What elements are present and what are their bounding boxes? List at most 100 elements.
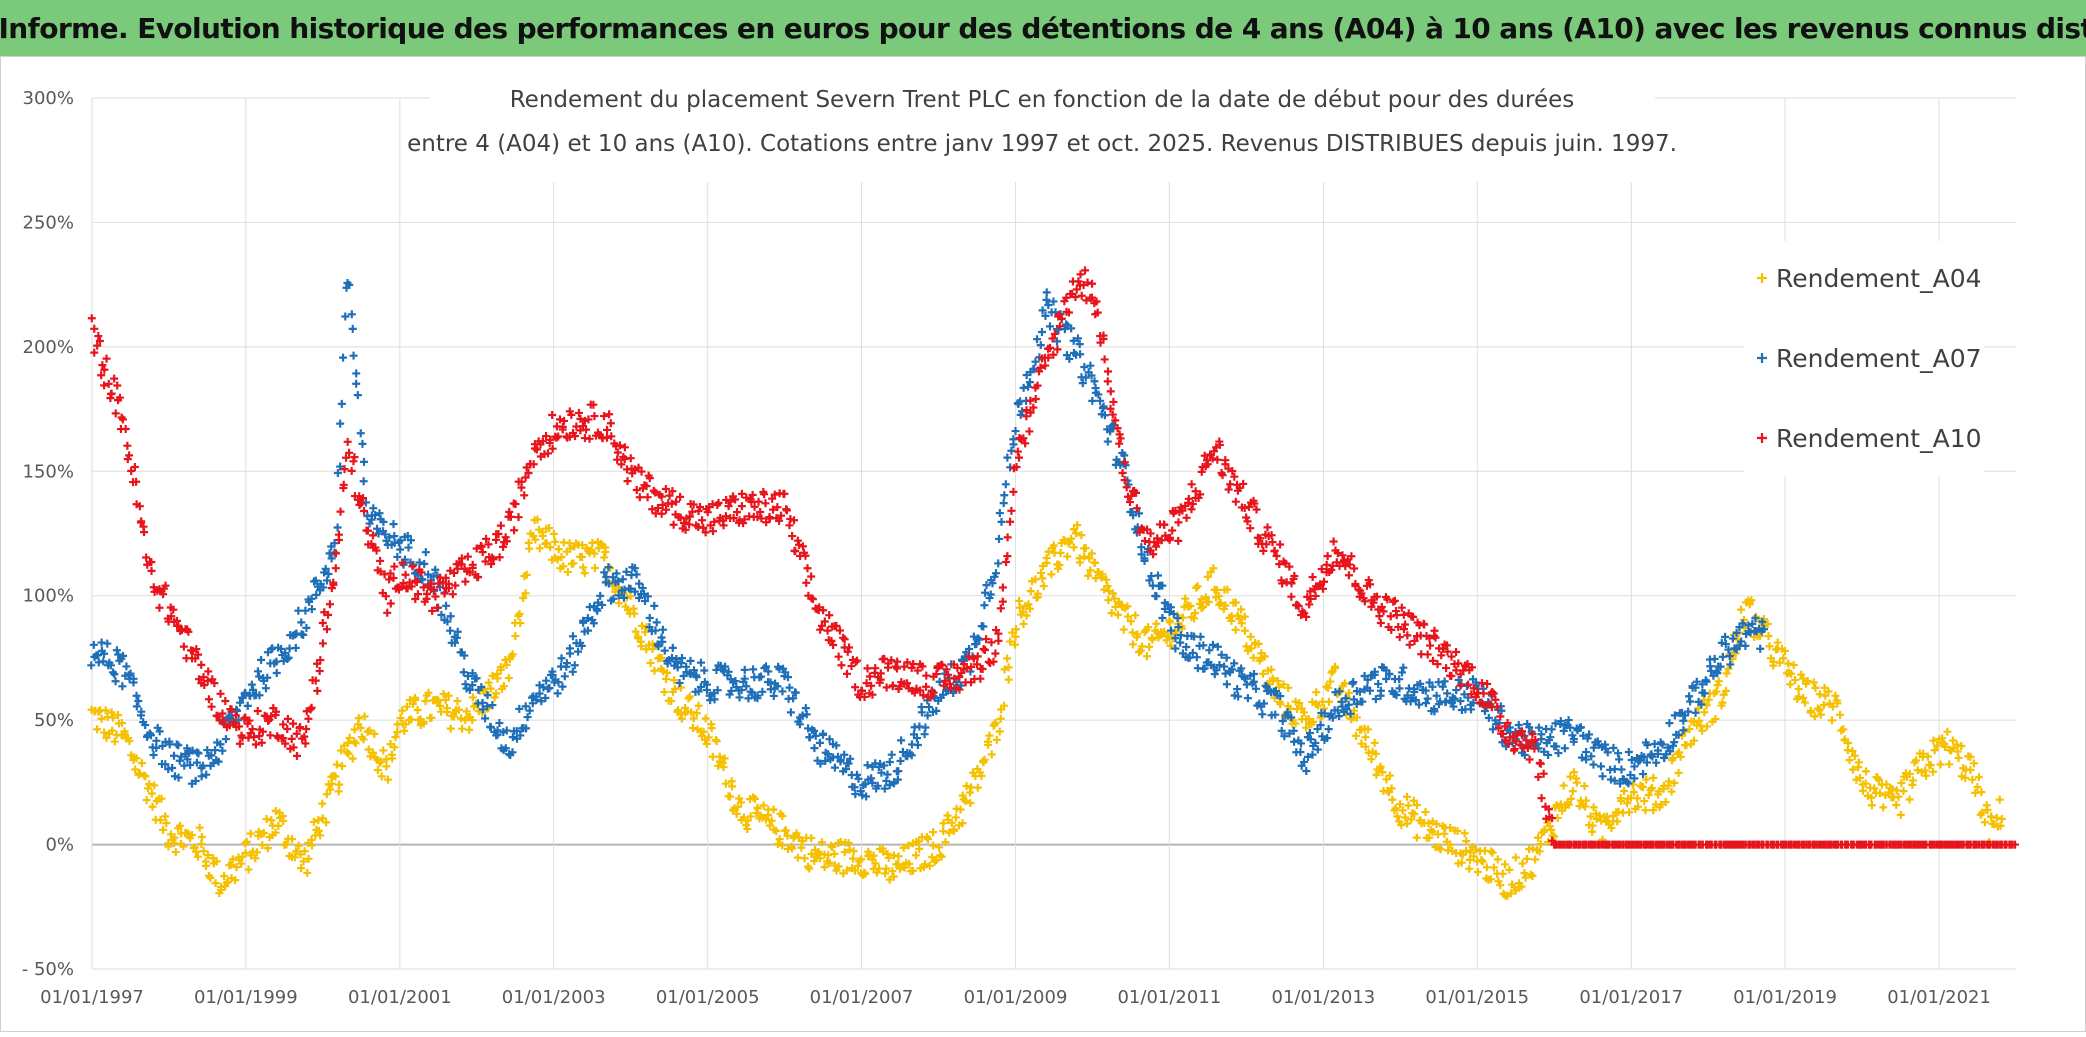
data-point <box>1433 660 1442 669</box>
data-point <box>1137 550 1146 559</box>
data-point <box>978 665 987 674</box>
data-point <box>765 821 774 830</box>
data-point <box>1509 732 1518 741</box>
data-point <box>1456 681 1465 690</box>
y-tick-label: 300% <box>23 88 74 109</box>
data-point <box>393 728 402 737</box>
data-point <box>122 662 131 671</box>
data-point <box>1736 605 1745 614</box>
data-point <box>1603 748 1612 757</box>
data-point <box>1002 557 1011 566</box>
data-point <box>1514 720 1523 729</box>
data-point <box>191 776 200 785</box>
data-point <box>147 557 156 566</box>
data-point <box>658 637 667 646</box>
data-point <box>699 523 708 532</box>
data-point <box>111 409 120 418</box>
data-point <box>516 731 525 740</box>
data-point <box>819 729 828 738</box>
data-point <box>356 723 365 732</box>
data-point <box>1319 584 1328 593</box>
data-point <box>299 630 308 639</box>
data-point <box>111 677 120 686</box>
data-point <box>1454 659 1463 668</box>
data-point <box>1874 776 1883 785</box>
data-point <box>376 556 385 565</box>
data-point <box>1145 576 1154 585</box>
data-point <box>732 809 741 818</box>
data-point <box>221 697 230 706</box>
data-point <box>1025 427 1034 436</box>
data-point <box>427 713 436 722</box>
data-point <box>583 614 592 623</box>
data-point <box>412 578 421 587</box>
data-point <box>488 701 497 710</box>
data-point <box>1423 650 1432 659</box>
data-point <box>1839 725 1848 734</box>
data-point <box>236 698 245 707</box>
data-point <box>845 845 854 854</box>
data-point <box>231 711 240 720</box>
data-point <box>1398 806 1407 815</box>
data-point <box>1627 756 1636 765</box>
data-point <box>1607 824 1616 833</box>
data-point <box>1022 406 1031 415</box>
data-point <box>523 713 532 722</box>
data-point <box>382 762 391 771</box>
data-point <box>206 873 215 882</box>
data-point <box>174 741 183 750</box>
data-point <box>1443 689 1452 698</box>
data-point <box>563 568 572 577</box>
data-point <box>815 854 824 863</box>
data-point <box>1123 602 1132 611</box>
data-point <box>1215 440 1224 449</box>
data-point <box>342 453 351 462</box>
data-point <box>243 701 252 710</box>
data-point <box>648 505 657 514</box>
data-point <box>582 425 591 434</box>
data-point <box>1103 377 1112 386</box>
data-point <box>632 486 641 495</box>
data-point <box>999 499 1008 508</box>
data-point <box>849 854 858 863</box>
data-point <box>1595 811 1604 820</box>
data-point <box>1182 643 1191 652</box>
data-point <box>211 879 220 888</box>
data-point <box>1239 479 1248 488</box>
data-point <box>483 702 492 711</box>
data-point <box>643 592 652 601</box>
data-point <box>939 819 948 828</box>
data-point <box>1908 776 1917 785</box>
data-point <box>1556 717 1565 726</box>
data-point <box>502 726 511 735</box>
data-point <box>1171 634 1180 643</box>
data-point <box>660 688 669 697</box>
data-point <box>1276 540 1285 549</box>
data-point <box>1024 600 1033 609</box>
data-point <box>654 642 663 651</box>
data-point <box>1779 654 1788 663</box>
data-point <box>1327 566 1336 575</box>
data-point <box>1409 612 1418 621</box>
x-tick-label: 01/01/2019 <box>1733 987 1837 1008</box>
data-point <box>802 578 811 587</box>
data-point <box>179 842 188 851</box>
data-point <box>596 591 605 600</box>
data-point <box>155 727 164 736</box>
data-point <box>331 549 340 558</box>
data-point <box>1370 738 1379 747</box>
data-point <box>1333 706 1342 715</box>
data-point <box>233 706 242 715</box>
data-point <box>635 579 644 588</box>
data-point <box>752 808 761 817</box>
data-point <box>406 536 415 545</box>
data-point <box>1015 596 1024 605</box>
data-point <box>980 755 989 764</box>
data-point <box>1075 558 1084 567</box>
data-point <box>1482 863 1491 872</box>
data-point <box>1769 661 1778 670</box>
data-point <box>1104 596 1113 605</box>
data-point <box>1996 821 2005 830</box>
data-point <box>1067 324 1076 333</box>
data-point <box>1588 821 1597 830</box>
